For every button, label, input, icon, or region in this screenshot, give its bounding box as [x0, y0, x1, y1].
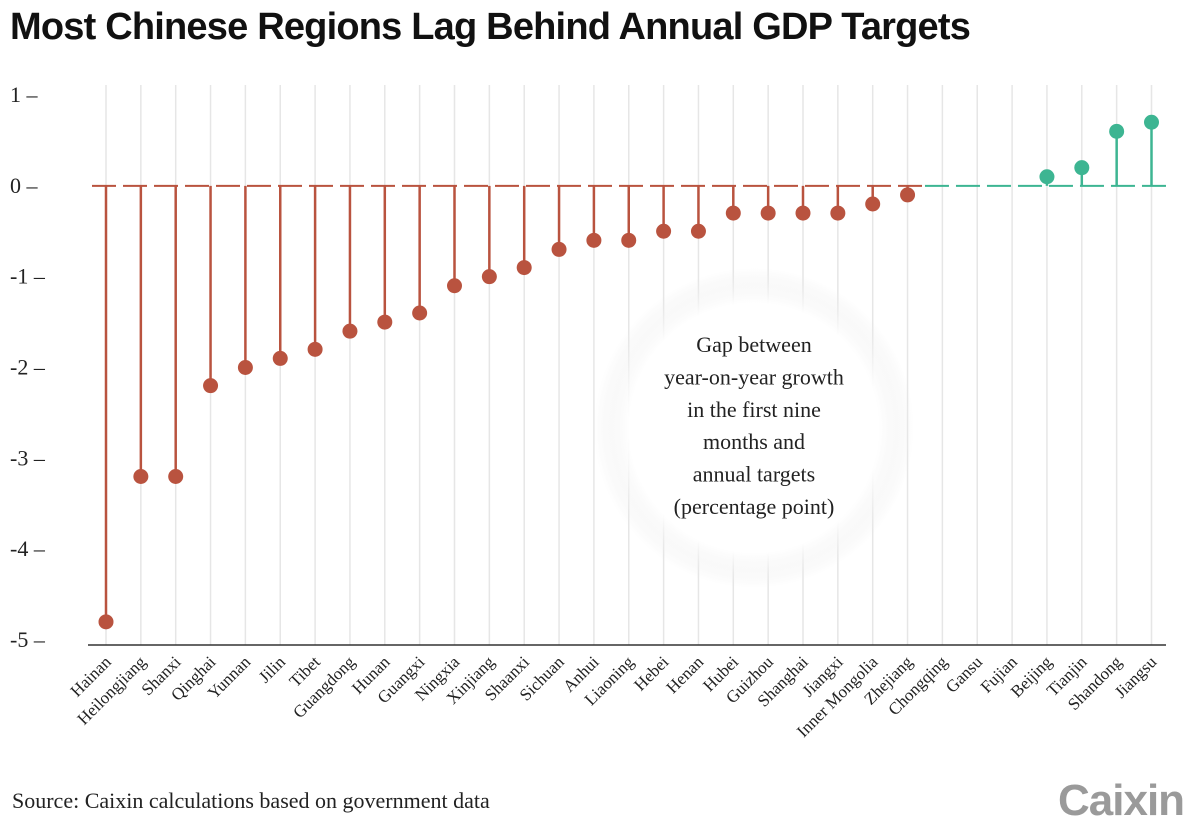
lollipop-dot [516, 260, 532, 276]
annotation-line: annual targets [693, 462, 815, 487]
annotation-halo [594, 268, 914, 588]
lollipop-dot [690, 223, 706, 239]
lollipop-dot [865, 196, 881, 212]
y-axis: 1 – 0 – -1 – -2 – -3 – -4 – -5 – [10, 82, 1166, 652]
lollipop-dot [586, 232, 602, 248]
lollipop-dot [342, 323, 358, 339]
lollipop-dot [447, 278, 462, 294]
lollipop-dot [307, 341, 323, 357]
annotation-line: in the first nine [687, 397, 821, 422]
lollipop-dot [1074, 160, 1090, 176]
data-marks [98, 114, 1159, 630]
lollipop-dot [98, 614, 114, 630]
lollipop-dot [168, 469, 184, 484]
lollipop-dot [621, 232, 637, 248]
lollipop-dot [900, 187, 916, 203]
category-label: Henan [662, 652, 707, 697]
annotation-line: Gap between [696, 332, 811, 357]
annotation-line: months and [703, 429, 805, 454]
lollipop-dot [656, 223, 672, 239]
annotation-note: Gap between year-on-year growth in the fir… [664, 332, 844, 519]
lollipop-dot [830, 205, 846, 221]
lollipop-dot [725, 205, 741, 221]
lollipop-dot [760, 205, 776, 221]
lollipop-dot [377, 314, 393, 330]
y-tick-label: 0 – [10, 173, 39, 198]
lollipop-dot [412, 305, 428, 321]
lollipop-dot [1109, 123, 1125, 139]
y-tick-label: -4 – [10, 536, 46, 561]
lollipop-dot [133, 469, 149, 484]
lollipop-dot [481, 269, 497, 285]
lollipop-dot [237, 360, 253, 375]
source-note: Source: Caixin calculations based on gov… [12, 788, 490, 813]
y-tick-label: 1 – [10, 82, 39, 107]
annotation-line: (percentage point) [674, 494, 835, 519]
y-tick-label: -2 – [10, 355, 46, 380]
caixin-logo: Caixin [1058, 776, 1185, 825]
chart-title: Most Chinese Regions Lag Behind Annual G… [10, 6, 971, 48]
lollipop-dot [551, 241, 567, 257]
annotation-line: year-on-year growth [664, 364, 844, 389]
y-tick-label: -5 – [10, 627, 46, 652]
lollipop-dot [1144, 114, 1159, 130]
lollipop-dot [203, 378, 219, 394]
lollipop-dot [795, 205, 811, 221]
category-label: Jilin [255, 652, 289, 686]
y-tick-label: -1 – [10, 264, 46, 289]
category-label: Gansu [942, 652, 987, 697]
y-tick-label: -3 – [10, 445, 46, 470]
lollipop-dot [1039, 169, 1055, 185]
lollipop-dot [272, 350, 288, 366]
